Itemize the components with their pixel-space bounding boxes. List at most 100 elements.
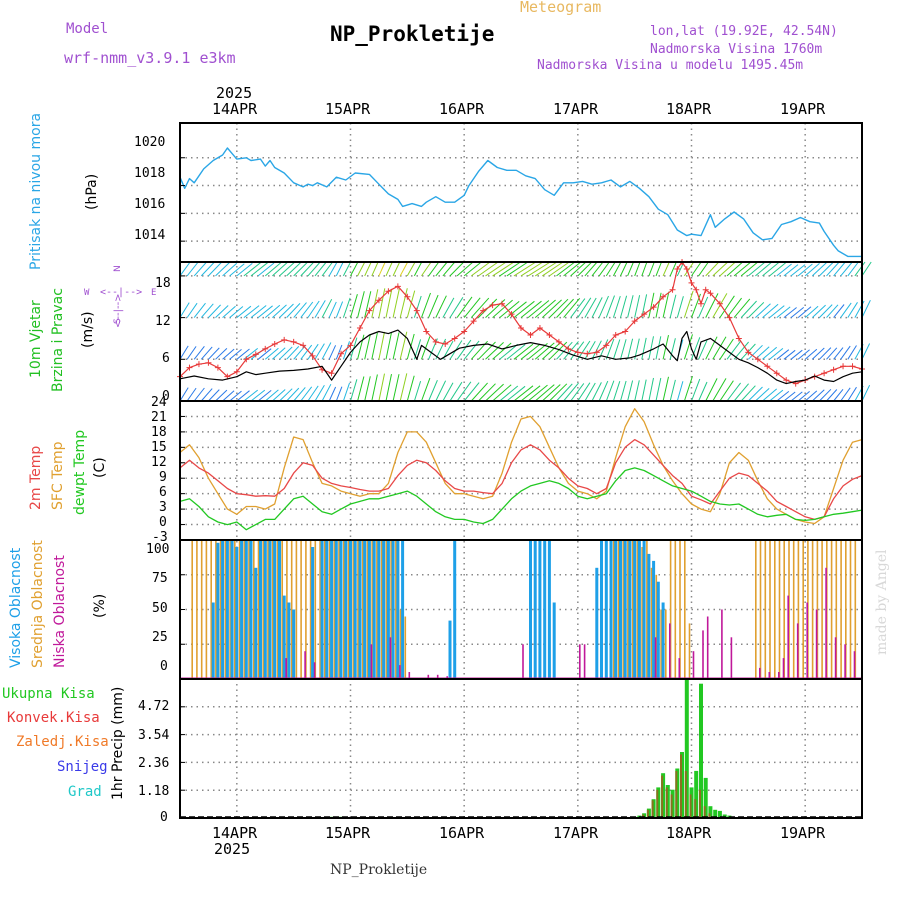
low-cloud-bar-32 xyxy=(853,651,856,678)
wind-speed-line xyxy=(179,329,863,385)
gust-marker-40 xyxy=(555,338,562,345)
wind-arrow-3-840 xyxy=(577,382,591,402)
wind-arrow-0-315 xyxy=(328,261,338,277)
wind-arrow-0-555 xyxy=(442,261,456,277)
wind-arrow-0-1320 xyxy=(804,263,820,277)
wind-arrow-1-225 xyxy=(286,303,301,318)
wind-arrow-1-405 xyxy=(371,289,379,318)
wind-arrow-2-0 xyxy=(179,345,189,360)
high-cloud-bar-16 xyxy=(287,602,291,678)
low-cloud-bar-27 xyxy=(806,602,808,678)
wind-arrow-2-1035 xyxy=(669,338,676,360)
mid-cloud-bar-4 xyxy=(210,540,212,678)
mid-cloud-bar-17 xyxy=(271,540,274,678)
wind-arrow-0-270 xyxy=(307,261,321,277)
wind-arrow-3-945 xyxy=(627,380,634,402)
ytick-cloud-25: 25 xyxy=(152,630,168,645)
mid-cloud-bar-11 xyxy=(243,540,246,678)
wind-arrow-3-1245 xyxy=(769,389,784,402)
ytick-cloud-100: 100 xyxy=(146,542,170,557)
wind-arrow-3-570 xyxy=(449,381,463,402)
ytick-precip-118: 1.18 xyxy=(138,784,170,799)
low-cloud-bar-24 xyxy=(782,658,785,678)
mid-cloud-bar-3 xyxy=(205,540,208,678)
gust-marker-7 xyxy=(243,356,250,363)
wind-arrow-2-1350 xyxy=(819,347,832,360)
high-cloud-bar-5 xyxy=(235,547,239,678)
high-cloud-bar-48 xyxy=(609,540,613,678)
mid-cloud-bar-61 xyxy=(684,540,686,678)
wind-arrow-1-885 xyxy=(598,295,609,318)
wind-arrow-3-1155 xyxy=(726,382,741,402)
wind-arrow-3-105 xyxy=(229,390,242,402)
wind-arrow-1-1245 xyxy=(769,305,785,318)
gust-marker-11 xyxy=(281,336,288,343)
gust-marker-20 xyxy=(366,307,373,314)
wind-arrow-2-60 xyxy=(208,347,220,360)
precip-conv-bar-14 xyxy=(708,813,711,818)
chart-title: NP_Prokletije xyxy=(330,22,495,46)
mid-cloud-bar-72 xyxy=(797,540,800,678)
wind-arrow-2-105 xyxy=(229,349,242,360)
wind-arrow-0-360 xyxy=(350,261,359,277)
mid-cloud-bar-45 xyxy=(404,616,407,678)
wind-arrow-3-1230 xyxy=(762,388,778,402)
wind-arrow-0-1335 xyxy=(811,261,828,277)
wind-arrow-2-75 xyxy=(215,348,228,360)
date-top-14apr: 14APR xyxy=(212,100,258,118)
wind-arrow-3-600 xyxy=(463,382,480,402)
wind-arrow-3-495 xyxy=(413,380,422,402)
wind-arrow-2-690 xyxy=(506,344,526,360)
low-cloud-bar-8 xyxy=(436,674,439,678)
wind-arrow-0-750 xyxy=(534,261,558,277)
wind-arrow-3-1035 xyxy=(669,379,676,402)
wind-arrow-2-1110 xyxy=(705,336,718,360)
gust-marker-27 xyxy=(432,338,439,345)
wind-arrow-0-1440 xyxy=(861,261,872,277)
wind-arrow-1-300 xyxy=(321,298,333,318)
compass-w: W xyxy=(84,288,90,298)
wind-arrow-0-1005 xyxy=(655,261,662,277)
compass-ew-arrows: <--|--> xyxy=(100,287,143,298)
gust-marker-3 xyxy=(205,359,212,366)
low-cloud-bar-20 xyxy=(730,637,733,678)
high-cloud-bar-59 xyxy=(661,602,665,678)
high-cloud-bar-7 xyxy=(244,540,248,678)
wind-arrow-0-150 xyxy=(250,262,268,277)
ytick-temp-24: 24 xyxy=(151,395,167,410)
wind-arrow-0-1095 xyxy=(698,261,709,277)
low-cloud-bar-19 xyxy=(721,609,723,678)
gust-marker-24 xyxy=(404,293,411,300)
year-bottom: 2025 xyxy=(214,840,251,858)
wind-arrow-1-1140 xyxy=(719,295,735,318)
wind-arrow-3-330 xyxy=(335,386,343,402)
mid-cloud-bar-50 xyxy=(631,540,634,678)
wind-arrow-0-0 xyxy=(179,261,191,277)
legend-snow: Snijeg xyxy=(57,759,108,775)
wind-arrow-1-330 xyxy=(335,301,344,318)
high-cloud-bar-52 xyxy=(628,540,632,678)
gust-marker-1 xyxy=(186,364,193,371)
mid-cloud-bar-7 xyxy=(224,540,227,678)
wind-arrow-1-540 xyxy=(435,295,447,318)
gust-marker-26 xyxy=(423,328,430,335)
low-cloud-bar-25 xyxy=(787,595,789,678)
panel-frame-prec xyxy=(179,678,863,819)
wind-arrow-0-390 xyxy=(364,261,372,277)
low-cloud-bar-13 xyxy=(654,637,657,678)
high-cloud-bar-58 xyxy=(656,581,660,678)
high-cloud-bar-10 xyxy=(259,540,262,678)
high-cloud-bar-25 xyxy=(349,540,352,678)
wind-arrow-1-15 xyxy=(186,302,198,318)
high-cloud-bar-15 xyxy=(282,595,286,678)
mid-cloud-bar-33 xyxy=(347,540,350,678)
wind-arrow-3-900 xyxy=(605,380,615,402)
wind-arrow-2-210 xyxy=(279,346,293,360)
high-cloud-bar-32 xyxy=(382,540,386,678)
wind-arrow-2-15 xyxy=(186,346,197,360)
high-cloud-bar-9 xyxy=(254,567,258,678)
low-cloud-bar-31 xyxy=(844,644,846,679)
mid-cloud-bar-10 xyxy=(238,540,241,678)
wind-arrow-2-255 xyxy=(300,344,313,360)
